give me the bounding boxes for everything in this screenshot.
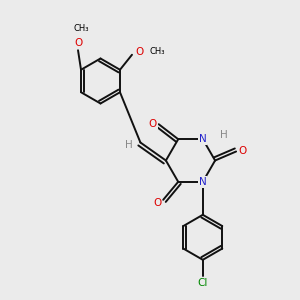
Text: N: N (199, 134, 207, 144)
Text: O: O (135, 47, 144, 57)
Text: CH₃: CH₃ (73, 24, 89, 33)
Text: H: H (124, 140, 132, 151)
Text: O: O (238, 146, 246, 157)
Text: H: H (220, 130, 228, 140)
Text: O: O (148, 119, 157, 129)
Text: CH₃: CH₃ (149, 47, 165, 56)
Text: N: N (199, 177, 207, 187)
Text: O: O (74, 38, 82, 48)
Text: Cl: Cl (198, 278, 208, 288)
Text: O: O (153, 198, 161, 208)
